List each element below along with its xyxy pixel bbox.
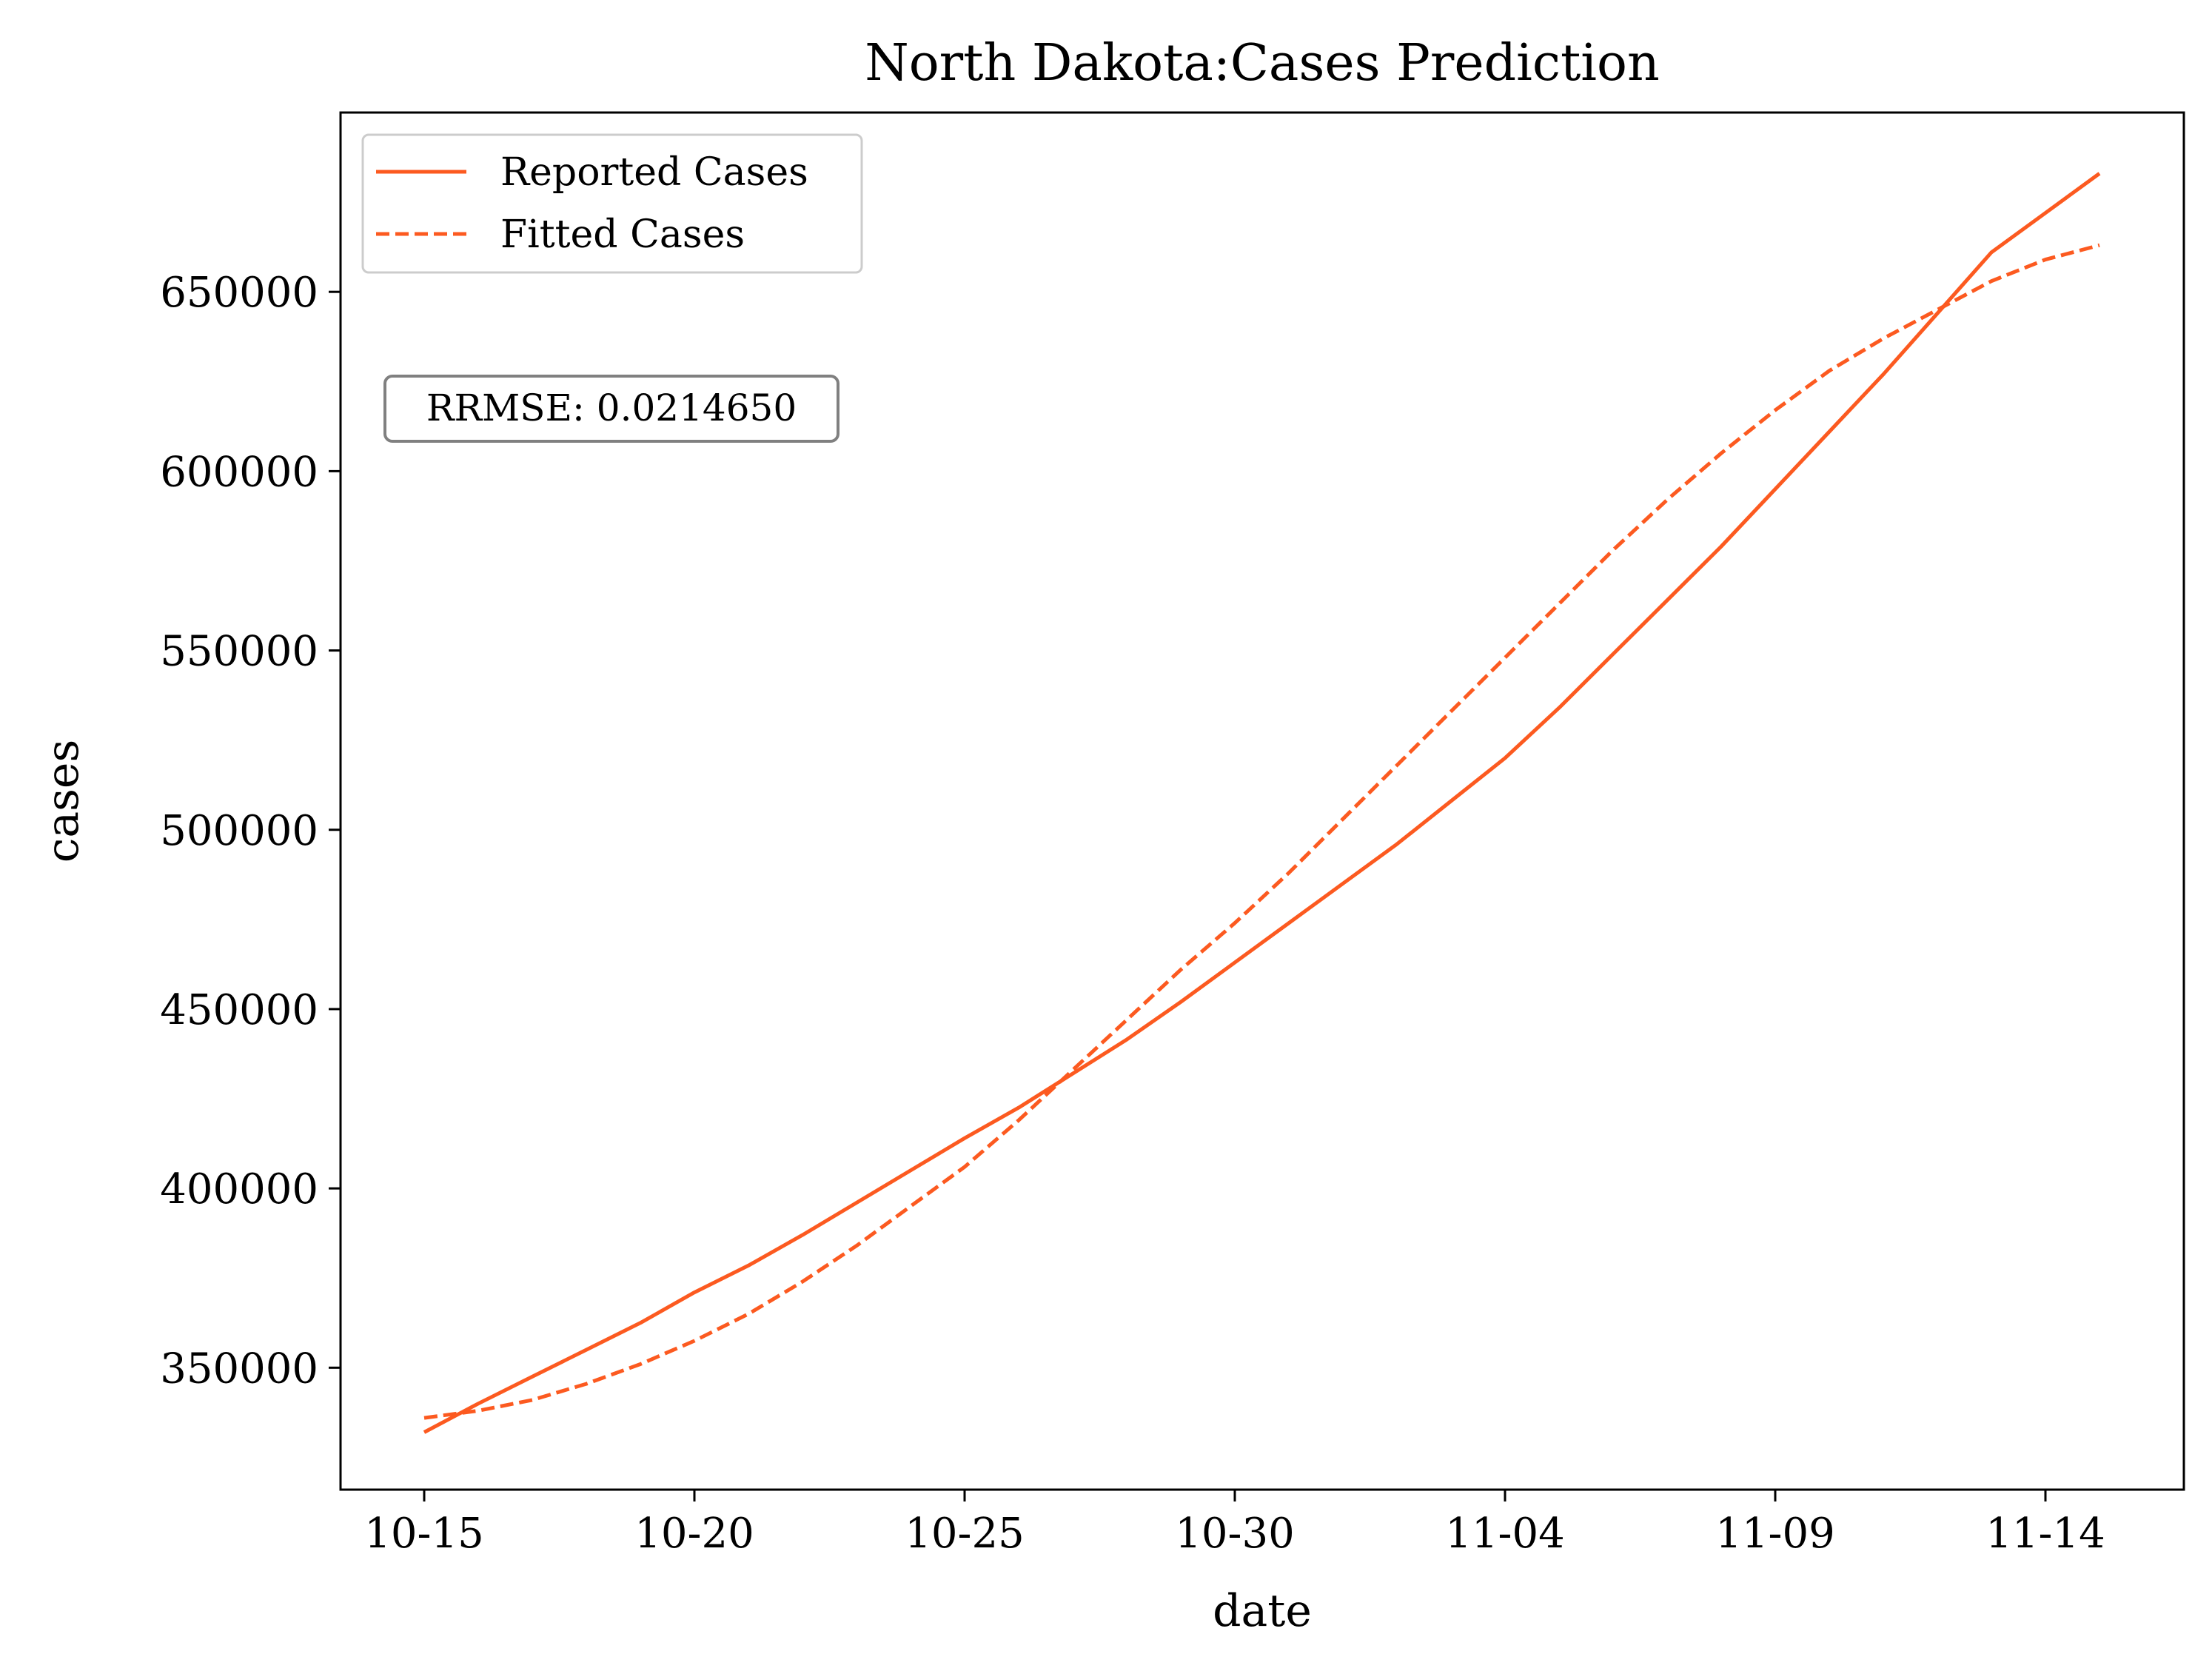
x-tick-label: 10-30 — [1175, 1510, 1294, 1558]
legend-box — [361, 133, 863, 274]
rrmse-annotation-text: RRMSE: 0.0214650 — [426, 386, 797, 429]
x-axis-label: date — [1213, 1585, 1312, 1637]
legend-label-fitted-cases: Fitted Cases — [500, 212, 745, 257]
y-axis: 350000 400000 450000 500000 550000 600000 6500… — [160, 269, 341, 1393]
y-tick-label: 350000 — [160, 1345, 318, 1393]
x-tick-label: 10-25 — [905, 1510, 1024, 1558]
x-axis: 10-15 10-20 10-25 10-30 11-04 11-09 11-14 — [364, 1490, 2105, 1558]
y-tick-label: 400000 — [160, 1165, 318, 1213]
legend-label-reported-cases: Reported Cases — [500, 150, 808, 195]
x-tick-label: 11-04 — [1445, 1510, 1564, 1558]
rrmse-annotation: RRMSE: 0.0214650 — [383, 375, 839, 443]
rrmse-annotation-box — [383, 375, 839, 443]
y-tick-label: 600000 — [160, 448, 318, 496]
y-tick-label: 450000 — [160, 986, 318, 1034]
y-tick-label: 550000 — [160, 628, 318, 676]
y-tick-label: 650000 — [160, 269, 318, 317]
legend: Reported Cases Fitted Cases — [361, 133, 863, 274]
y-axis-label: cases — [37, 740, 89, 863]
plot-area-frame — [339, 111, 2185, 1491]
x-tick-label: 10-15 — [364, 1510, 483, 1558]
x-tick-label: 10-20 — [634, 1510, 754, 1558]
series-layer — [423, 172, 2101, 1434]
series-line-reported-cases — [423, 172, 2101, 1434]
series-line-fitted-cases — [423, 243, 2100, 1420]
y-tick-label: 500000 — [160, 807, 318, 855]
x-tick-label: 11-09 — [1715, 1510, 1834, 1558]
x-tick-label: 11-14 — [1985, 1510, 2105, 1558]
chart-title: North Dakota:Cases Prediction — [865, 34, 1660, 93]
